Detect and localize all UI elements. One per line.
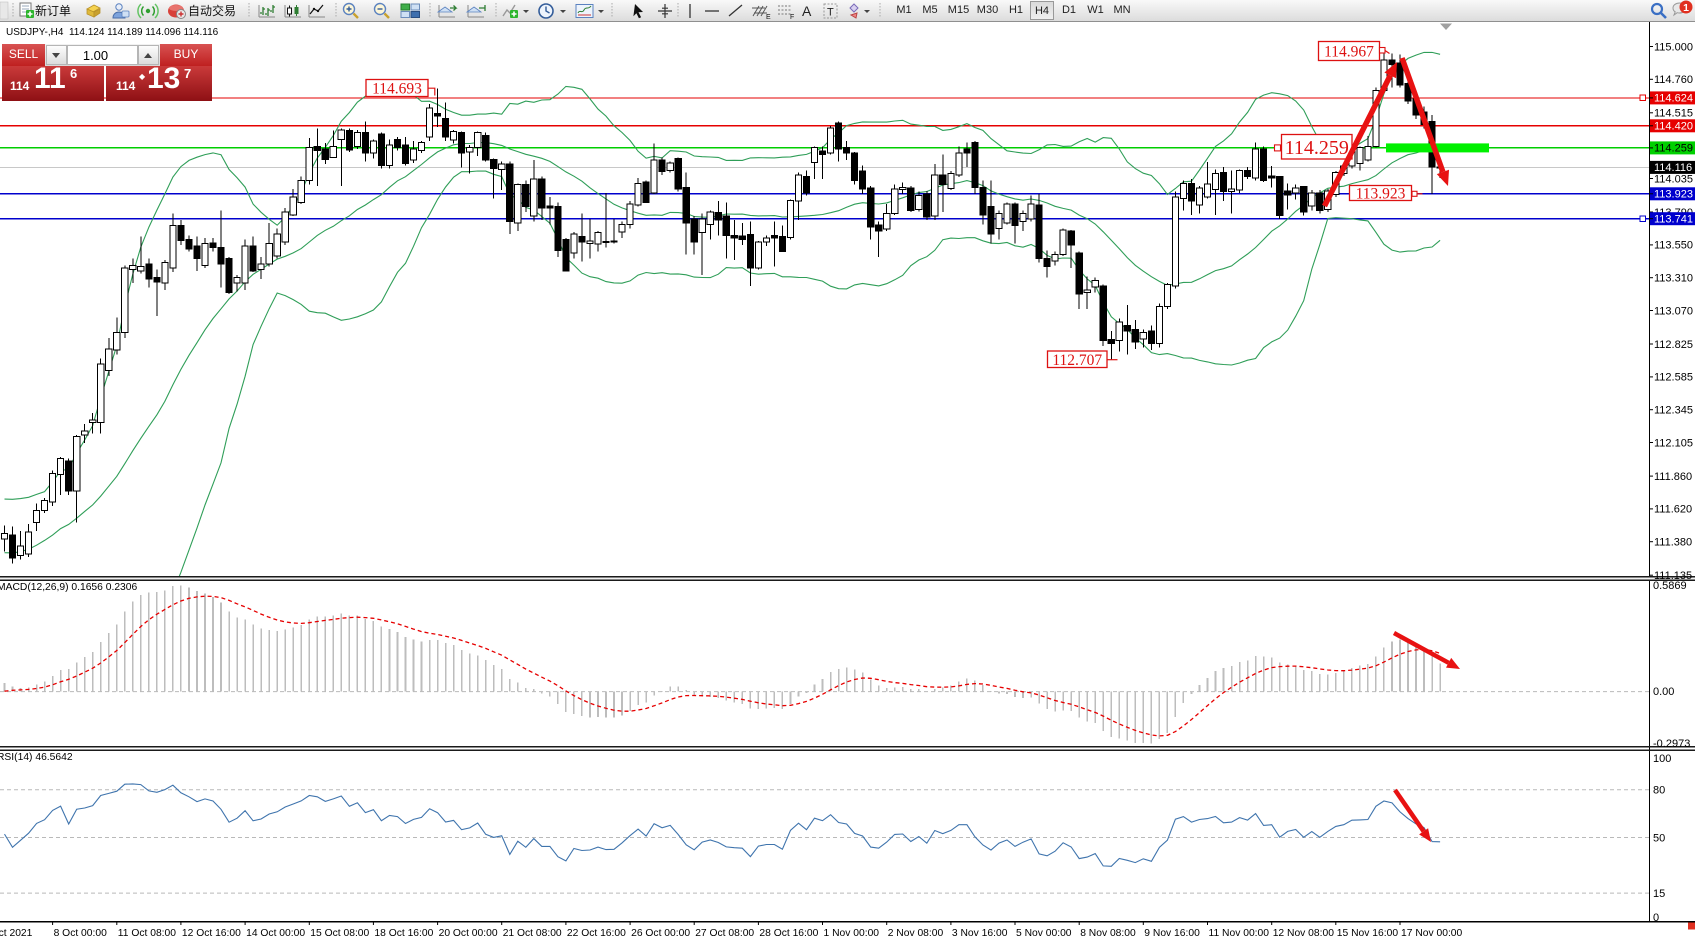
svg-text:8 Nov 08:00: 8 Nov 08:00 — [1080, 928, 1136, 939]
svg-text:111.860: 111.860 — [1654, 471, 1692, 483]
svg-text:18 Oct 16:00: 18 Oct 16:00 — [374, 928, 433, 939]
svg-text:9 Nov 16:00: 9 Nov 16:00 — [1144, 928, 1200, 939]
svg-text:RSI(14) 46.5642: RSI(14) 46.5642 — [0, 752, 73, 763]
svg-text:2 Nov 08:00: 2 Nov 08:00 — [888, 928, 944, 939]
svg-text:8 Oct 00:00: 8 Oct 00:00 — [54, 928, 108, 939]
svg-text:0: 0 — [1653, 912, 1659, 924]
svg-text:14 Oct 00:00: 14 Oct 00:00 — [246, 928, 305, 939]
svg-text:113.550: 113.550 — [1654, 240, 1693, 252]
svg-text:26 Oct 00:00: 26 Oct 00:00 — [631, 928, 690, 939]
svg-text:113.310: 113.310 — [1654, 273, 1693, 285]
svg-text:114.116: 114.116 — [1654, 162, 1692, 174]
svg-text:-0.2973: -0.2973 — [1653, 738, 1690, 750]
svg-text:22 Oct 16:00: 22 Oct 16:00 — [567, 928, 626, 939]
svg-text:111.135: 111.135 — [1654, 570, 1692, 582]
svg-text:112.585: 112.585 — [1654, 372, 1693, 384]
svg-text:111.380: 111.380 — [1654, 537, 1692, 549]
svg-text:113.741: 113.741 — [1654, 214, 1693, 226]
svg-text:15 Oct 08:00: 15 Oct 08:00 — [310, 928, 369, 939]
svg-text:E: E — [766, 14, 771, 21]
svg-text:11 Oct 08:00: 11 Oct 08:00 — [118, 928, 176, 939]
svg-text:1: 1 — [1683, 2, 1689, 14]
svg-text:50: 50 — [1653, 832, 1665, 844]
svg-text:113.923: 113.923 — [1654, 189, 1693, 201]
svg-text:T: T — [827, 7, 834, 19]
svg-text:112.105: 112.105 — [1654, 437, 1693, 449]
svg-text:114.967: 114.967 — [1324, 44, 1374, 61]
svg-text:3 Nov 16:00: 3 Nov 16:00 — [952, 928, 1008, 939]
svg-text:111.620: 111.620 — [1654, 504, 1692, 516]
svg-text:80: 80 — [1653, 785, 1665, 797]
svg-text:113.923: 113.923 — [1356, 186, 1406, 203]
svg-text:114.624: 114.624 — [1654, 93, 1693, 105]
svg-text:0.00: 0.00 — [1653, 686, 1674, 698]
svg-text:17 Nov 00:00: 17 Nov 00:00 — [1401, 928, 1463, 939]
svg-text:100: 100 — [1653, 753, 1671, 765]
svg-text:114.035: 114.035 — [1654, 173, 1693, 185]
svg-text:12 Nov 08:00: 12 Nov 08:00 — [1273, 928, 1335, 939]
svg-text:114.259: 114.259 — [1285, 137, 1349, 159]
svg-text:28 Oct 16:00: 28 Oct 16:00 — [759, 928, 818, 939]
svg-text:112.707: 112.707 — [1052, 352, 1102, 369]
svg-text:114.259: 114.259 — [1654, 143, 1693, 155]
svg-text:12 Oct 16:00: 12 Oct 16:00 — [182, 928, 241, 939]
svg-text:27 Oct 08:00: 27 Oct 08:00 — [695, 928, 754, 939]
svg-text:112.345: 112.345 — [1654, 405, 1693, 417]
svg-text:114.760: 114.760 — [1654, 74, 1693, 86]
svg-text:115.000: 115.000 — [1654, 41, 1693, 53]
svg-text:112.825: 112.825 — [1654, 339, 1693, 351]
svg-text:114.693: 114.693 — [372, 81, 422, 98]
svg-text:21 Oct 08:00: 21 Oct 08:00 — [503, 928, 562, 939]
svg-text:6 Oct 2021: 6 Oct 2021 — [0, 928, 33, 939]
svg-text:11 Nov 00:00: 11 Nov 00:00 — [1209, 928, 1270, 939]
svg-text:15: 15 — [1653, 888, 1665, 900]
svg-text:113.070: 113.070 — [1654, 305, 1693, 317]
svg-text:MACD(12,26,9) 0.1656 0.2306: MACD(12,26,9) 0.1656 0.2306 — [0, 582, 138, 593]
svg-text:114.420: 114.420 — [1654, 121, 1693, 133]
svg-text:15 Nov 16:00: 15 Nov 16:00 — [1337, 928, 1399, 939]
svg-text:5 Nov 00:00: 5 Nov 00:00 — [1016, 928, 1072, 939]
svg-text:114.515: 114.515 — [1654, 108, 1693, 120]
svg-text:0.5869: 0.5869 — [1653, 580, 1687, 592]
svg-text:20 Oct 00:00: 20 Oct 00:00 — [439, 928, 498, 939]
svg-text:A: A — [802, 3, 812, 19]
svg-text:1 Nov 00:00: 1 Nov 00:00 — [824, 928, 880, 939]
svg-text:F: F — [790, 14, 794, 21]
